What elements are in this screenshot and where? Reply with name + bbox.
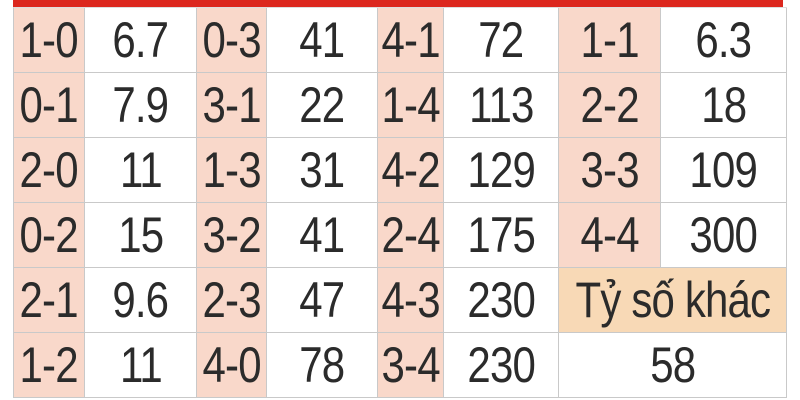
odds-cell: 22 bbox=[267, 73, 378, 138]
odds-cell: 230 bbox=[444, 333, 559, 398]
score-cell-text: 3-4 bbox=[381, 337, 440, 393]
odds-cell-text: 47 bbox=[299, 272, 345, 328]
odds-cell: 175 bbox=[444, 203, 559, 268]
odds-cell: 47 bbox=[267, 268, 378, 333]
odds-cell-text: 6.7 bbox=[112, 12, 170, 68]
odds-cell: 113 bbox=[444, 73, 559, 138]
odds-cell-text: 7.9 bbox=[112, 77, 170, 133]
score-cell: 0-3 bbox=[197, 8, 267, 73]
score-cell-text: 1-4 bbox=[381, 77, 440, 133]
score-cell: 0-1 bbox=[14, 73, 85, 138]
score-cell: 3-3 bbox=[559, 138, 661, 203]
odds-cell: 11 bbox=[85, 333, 197, 398]
score-cell-text: 4-4 bbox=[580, 207, 639, 263]
odds-cell: 300 bbox=[661, 203, 787, 268]
score-cell-text: 4-0 bbox=[202, 337, 261, 393]
score-cell-text: 3-2 bbox=[202, 207, 261, 263]
score-cell: 1-4 bbox=[378, 73, 444, 138]
score-cell: 1-1 bbox=[559, 8, 661, 73]
other-score-label-cell-text: Tỷ số khác bbox=[575, 272, 771, 328]
score-cell: 3-2 bbox=[197, 203, 267, 268]
other-score-label-cell: Tỷ số khác bbox=[559, 268, 787, 333]
score-cell-text: 2-3 bbox=[202, 272, 261, 328]
odds-cell-text: 41 bbox=[299, 12, 345, 68]
score-cell: 2-2 bbox=[559, 73, 661, 138]
odds-cell: 9.6 bbox=[85, 268, 197, 333]
odds-cell: 230 bbox=[444, 268, 559, 333]
score-cell-text: 4-3 bbox=[381, 272, 440, 328]
score-cell: 2-4 bbox=[378, 203, 444, 268]
odds-cell: 72 bbox=[444, 8, 559, 73]
odds-cell: 78 bbox=[267, 333, 378, 398]
score-cell-text: 0-1 bbox=[19, 77, 79, 133]
table-header-bar bbox=[13, 0, 783, 7]
odds-cell-text: 31 bbox=[299, 142, 345, 198]
odds-cell-text: 15 bbox=[117, 207, 164, 263]
score-cell: 3-1 bbox=[197, 73, 267, 138]
score-cell: 4-2 bbox=[378, 138, 444, 203]
score-cell-text: 4-2 bbox=[381, 142, 440, 198]
odds-cell-text: 78 bbox=[299, 337, 345, 393]
odds-cell-text: 22 bbox=[299, 77, 345, 133]
odds-cell-text: 41 bbox=[299, 207, 345, 263]
odds-cell: 109 bbox=[661, 138, 787, 203]
odds-cell-text: 72 bbox=[478, 12, 524, 68]
score-cell-text: 1-1 bbox=[580, 12, 639, 68]
score-cell-text: 2-2 bbox=[580, 77, 639, 133]
odds-cell-text: 6.3 bbox=[695, 12, 753, 68]
score-cell: 1-0 bbox=[14, 8, 85, 73]
odds-cell: 31 bbox=[267, 138, 378, 203]
odds-cell-text: 11 bbox=[119, 337, 163, 393]
score-cell: 4-3 bbox=[378, 268, 444, 333]
score-cell-text: 2-1 bbox=[19, 272, 79, 328]
odds-cell: 15 bbox=[85, 203, 197, 268]
odds-cell: 6.7 bbox=[85, 8, 197, 73]
score-cell: 2-3 bbox=[197, 268, 267, 333]
odds-cell-text: 175 bbox=[467, 207, 535, 263]
score-cell-text: 4-1 bbox=[381, 12, 440, 68]
odds-cell-text: 129 bbox=[467, 142, 535, 198]
score-cell-text: 0-3 bbox=[202, 12, 261, 68]
correct-score-odds-table: 1-0 6.7 0-3 41 4-1 72 1-1 6.3 0-1 7.9 3-1 22 1-4 113 2… bbox=[13, 7, 787, 398]
odds-cell: 129 bbox=[444, 138, 559, 203]
odds-cell-text: 230 bbox=[467, 272, 535, 328]
score-cell: 2-0 bbox=[14, 138, 85, 203]
score-cell-text: 2-0 bbox=[19, 142, 79, 198]
odds-cell: 6.3 bbox=[661, 8, 787, 73]
other-score-odds-cell: 58 bbox=[559, 333, 787, 398]
score-cell: 4-0 bbox=[197, 333, 267, 398]
score-cell-text: 3-1 bbox=[202, 77, 261, 133]
score-cell-text: 1-2 bbox=[19, 337, 79, 393]
score-cell: 4-4 bbox=[559, 203, 661, 268]
score-cell: 4-1 bbox=[378, 8, 444, 73]
odds-cell-text: 9.6 bbox=[112, 272, 170, 328]
odds-cell: 11 bbox=[85, 138, 197, 203]
odds-cell: 18 bbox=[661, 73, 787, 138]
odds-cell-text: 109 bbox=[689, 142, 758, 198]
odds-cell: 7.9 bbox=[85, 73, 197, 138]
other-score-odds-cell-text: 58 bbox=[649, 337, 696, 393]
odds-cell-text: 113 bbox=[468, 77, 534, 133]
score-cell: 1-2 bbox=[14, 333, 85, 398]
odds-cell-text: 230 bbox=[467, 337, 535, 393]
odds-cell: 41 bbox=[267, 8, 378, 73]
score-cell: 0-2 bbox=[14, 203, 85, 268]
score-cell-text: 0-2 bbox=[19, 207, 79, 263]
score-cell: 2-1 bbox=[14, 268, 85, 333]
odds-cell-text: 18 bbox=[700, 77, 747, 133]
odds-cell: 41 bbox=[267, 203, 378, 268]
score-cell-text: 3-3 bbox=[580, 142, 639, 198]
score-cell: 3-4 bbox=[378, 333, 444, 398]
score-cell-text: 2-4 bbox=[381, 207, 440, 263]
score-cell: 1-3 bbox=[197, 138, 267, 203]
score-cell-text: 1-0 bbox=[19, 12, 79, 68]
odds-cell-text: 300 bbox=[689, 207, 758, 263]
odds-cell-text: 11 bbox=[119, 142, 163, 198]
score-cell-text: 1-3 bbox=[202, 142, 261, 198]
